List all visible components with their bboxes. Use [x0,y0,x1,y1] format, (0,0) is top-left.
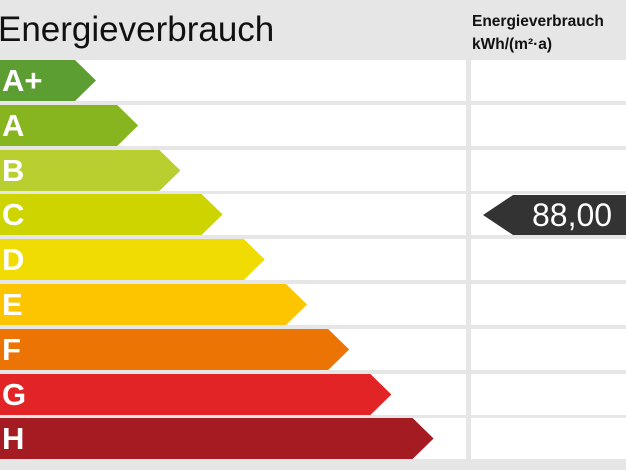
energy-class-label: D [2,242,25,277]
value-cell: 88,00 [471,194,626,235]
energy-class-arrow: A+ [0,60,96,101]
energy-class-arrow: B [0,150,181,191]
energy-class-label: E [2,287,23,322]
energy-class-arrow: G [0,374,392,415]
energy-class-row: G [0,374,466,415]
value-cell [471,329,626,370]
energy-class-row: B [0,150,466,191]
energy-class-arrow: E [0,284,307,325]
unit-label-line1: Energieverbrauch [472,13,604,30]
value-marker: 88,00 [483,195,626,235]
energy-class-label: H [2,421,25,456]
value-cell [471,150,626,191]
energy-class-label: G [2,377,27,412]
value-cell [471,239,626,280]
value-cell [471,374,626,415]
energy-class-label: A [2,108,25,143]
value-cell [471,418,626,459]
page-title: Energieverbrauch [0,10,275,49]
energy-class-arrow: H [0,418,434,459]
value-cell [471,60,626,101]
energy-class-label: A+ [2,63,43,98]
energy-class-row: F [0,329,466,370]
energy-class-label: B [2,153,25,188]
energy-class-arrow: C [0,194,223,235]
unit-label: Energieverbrauch kWh/(m²·a) [472,10,604,56]
value-text: 88,00 [532,197,613,233]
energy-class-arrow: A [0,105,139,146]
energy-class-row: C [0,194,466,235]
energy-class-row: A [0,105,466,146]
energy-class-row: H [0,418,466,459]
unit-label-line2: kWh/(m²·a) [472,36,553,53]
energy-class-row: A+ [0,60,466,101]
energy-class-arrow: F [0,329,350,370]
energy-class-arrow: D [0,239,265,280]
energy-class-row: D [0,239,466,280]
value-cell [471,105,626,146]
energy-class-label: F [2,332,21,367]
energy-class-row: E [0,284,466,325]
energy-class-label: C [2,197,25,232]
value-cell [471,284,626,325]
